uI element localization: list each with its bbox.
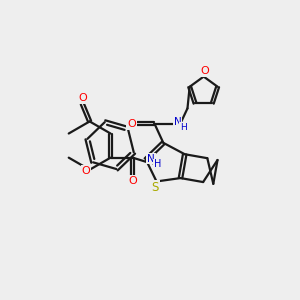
Text: O: O — [201, 66, 209, 76]
Text: O: O — [78, 93, 87, 103]
Text: O: O — [128, 176, 137, 186]
Text: N: N — [174, 117, 182, 127]
Text: N: N — [147, 154, 155, 164]
Text: H: H — [154, 159, 162, 170]
Text: H: H — [180, 123, 187, 132]
Text: S: S — [152, 182, 159, 194]
Text: O: O — [127, 119, 136, 129]
Text: O: O — [82, 166, 91, 176]
